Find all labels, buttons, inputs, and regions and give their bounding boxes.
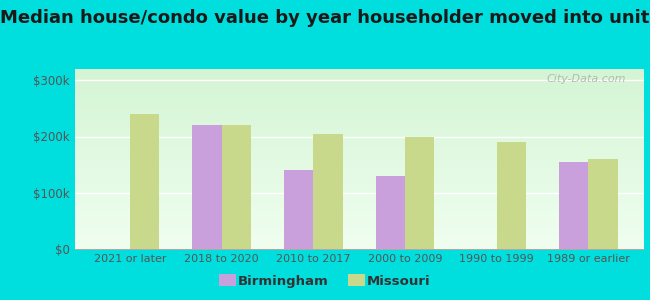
- Bar: [313, 134, 343, 249]
- Bar: [284, 170, 313, 249]
- Bar: [559, 162, 588, 249]
- Legend: Birmingham, Missouri: Birmingham, Missouri: [214, 270, 436, 293]
- Bar: [588, 159, 618, 249]
- Bar: [130, 114, 159, 249]
- Bar: [222, 125, 251, 249]
- Text: City-Data.com: City-Data.com: [547, 74, 627, 84]
- Bar: [376, 176, 405, 249]
- Bar: [192, 125, 222, 249]
- Bar: [497, 142, 526, 249]
- Text: Median house/condo value by year householder moved into unit: Median house/condo value by year househo…: [0, 9, 650, 27]
- Bar: [405, 136, 434, 249]
